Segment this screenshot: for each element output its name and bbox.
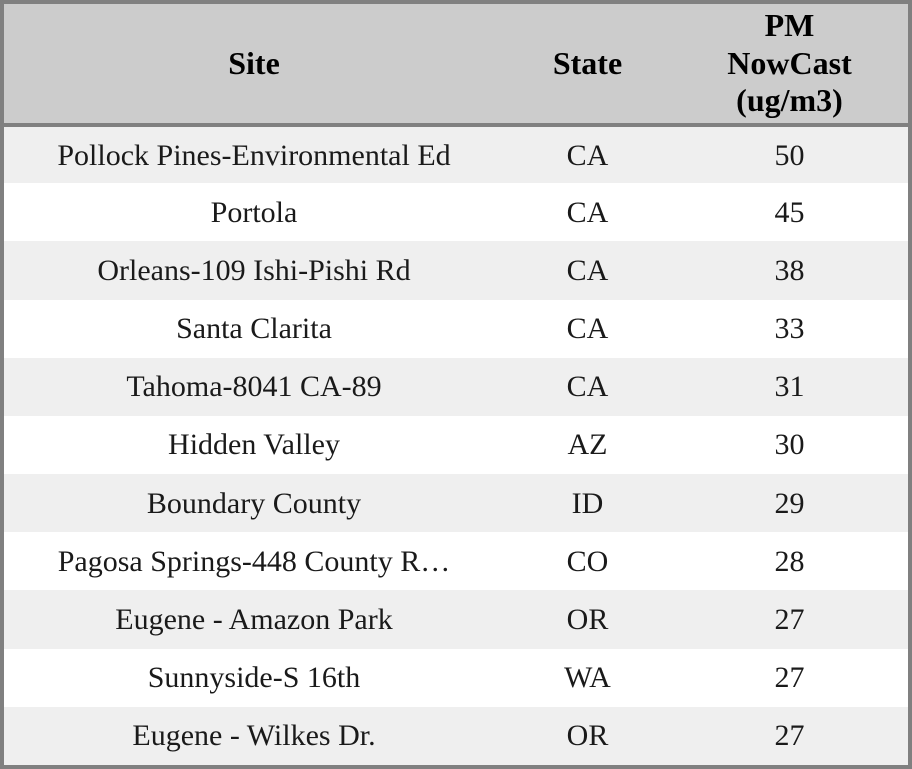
cell-site: Tahoma-8041 CA-89 xyxy=(4,357,504,416)
cell-site: Sunnyside-S 16th xyxy=(4,648,504,707)
cell-value: 28 xyxy=(671,532,908,591)
cell-state: WA xyxy=(504,648,671,707)
cell-state: CA xyxy=(504,357,671,416)
cell-site: Hidden Valley xyxy=(4,415,504,475)
column-header-site[interactable]: Site xyxy=(4,4,504,127)
cell-site: Boundary County xyxy=(4,474,504,533)
cell-site: Eugene - Amazon Park xyxy=(4,590,504,649)
cell-site: Pagosa Springs-448 County R… xyxy=(4,532,504,591)
column-header-pm-nowcast[interactable]: PM NowCast (ug/m3) xyxy=(671,4,908,127)
cell-value: 27 xyxy=(671,590,908,649)
cell-value: 50 xyxy=(671,125,908,184)
table-row[interactable]: Pagosa Springs-448 County R… CO 28 xyxy=(4,532,908,591)
table-body: Pollock Pines-Environmental Ed CA 50 Por… xyxy=(4,125,908,765)
cell-state: CO xyxy=(504,532,671,591)
table-row[interactable]: Orleans-109 Ishi-Pishi Rd CA 38 xyxy=(4,241,908,300)
table-row[interactable]: Eugene - Wilkes Dr. OR 27 xyxy=(4,706,908,765)
table-row[interactable]: Boundary County ID 29 xyxy=(4,474,908,533)
cell-site: Portola xyxy=(4,183,504,242)
cell-value: 33 xyxy=(671,299,908,358)
table-header: Site State PM NowCast (ug/m3) xyxy=(4,4,908,127)
table-row[interactable]: Santa Clarita CA 33 xyxy=(4,299,908,358)
cell-state: AZ xyxy=(504,415,671,475)
cell-value: 27 xyxy=(671,648,908,707)
cell-site: Pollock Pines-Environmental Ed xyxy=(4,125,504,184)
cell-state: CA xyxy=(504,183,671,242)
cell-state: OR xyxy=(504,706,671,765)
pm-nowcast-table: Site State PM NowCast (ug/m3) Pollock Pi… xyxy=(4,4,908,765)
table-header-row: Site State PM NowCast (ug/m3) xyxy=(4,4,908,127)
cell-state: CA xyxy=(504,125,671,184)
cell-value: 31 xyxy=(671,357,908,416)
table-row[interactable]: Portola CA 45 xyxy=(4,183,908,242)
cell-value: 30 xyxy=(671,415,908,475)
cell-site: Orleans-109 Ishi-Pishi Rd xyxy=(4,241,504,300)
table-row[interactable]: Eugene - Amazon Park OR 27 xyxy=(4,590,908,649)
cell-value: 27 xyxy=(671,706,908,765)
cell-value: 45 xyxy=(671,183,908,242)
cell-value: 29 xyxy=(671,474,908,533)
cell-state: CA xyxy=(504,241,671,300)
table-row[interactable]: Hidden Valley AZ 30 xyxy=(4,415,908,475)
table-row[interactable]: Pollock Pines-Environmental Ed CA 50 xyxy=(4,125,908,184)
column-header-state[interactable]: State xyxy=(504,4,671,127)
cell-state: OR xyxy=(504,590,671,649)
table-row[interactable]: Tahoma-8041 CA-89 CA 31 xyxy=(4,357,908,416)
cell-site: Santa Clarita xyxy=(4,299,504,358)
cell-state: ID xyxy=(504,474,671,533)
table-row[interactable]: Sunnyside-S 16th WA 27 xyxy=(4,648,908,707)
cell-site: Eugene - Wilkes Dr. xyxy=(4,706,504,765)
cell-value: 38 xyxy=(671,241,908,300)
cell-state: CA xyxy=(504,299,671,358)
